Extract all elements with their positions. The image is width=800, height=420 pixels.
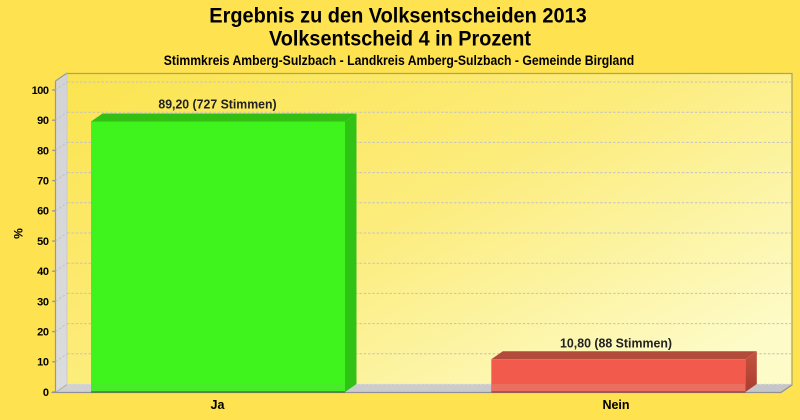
svg-text:Ergebnis zu den Volksentscheid: Ergebnis zu den Volksentscheiden 2013 — [209, 4, 586, 28]
svg-text:60: 60 — [37, 206, 49, 218]
svg-text:0: 0 — [43, 387, 49, 399]
svg-text:30: 30 — [37, 296, 49, 308]
svg-text:89,20 (727 Stimmen): 89,20 (727 Stimmen) — [158, 97, 276, 111]
svg-text:Stimmkreis Amberg-Sulzbach - L: Stimmkreis Amberg-Sulzbach - Landkreis A… — [164, 52, 635, 68]
svg-text:80: 80 — [37, 145, 49, 157]
svg-text:40: 40 — [37, 266, 49, 278]
svg-text:70: 70 — [37, 176, 49, 188]
svg-text:100: 100 — [32, 85, 49, 97]
svg-text:Volksentscheid 4 in Prozent: Volksentscheid 4 in Prozent — [269, 28, 531, 51]
svg-text:20: 20 — [37, 327, 49, 339]
svg-text:Nein: Nein — [602, 398, 629, 412]
svg-text:Ja: Ja — [211, 398, 226, 412]
svg-text:50: 50 — [37, 236, 49, 248]
svg-text:10,80 (88 Stimmen): 10,80 (88 Stimmen) — [560, 336, 672, 350]
svg-text:%: % — [12, 228, 26, 239]
svg-text:90: 90 — [37, 115, 49, 127]
svg-text:10: 10 — [37, 357, 49, 369]
